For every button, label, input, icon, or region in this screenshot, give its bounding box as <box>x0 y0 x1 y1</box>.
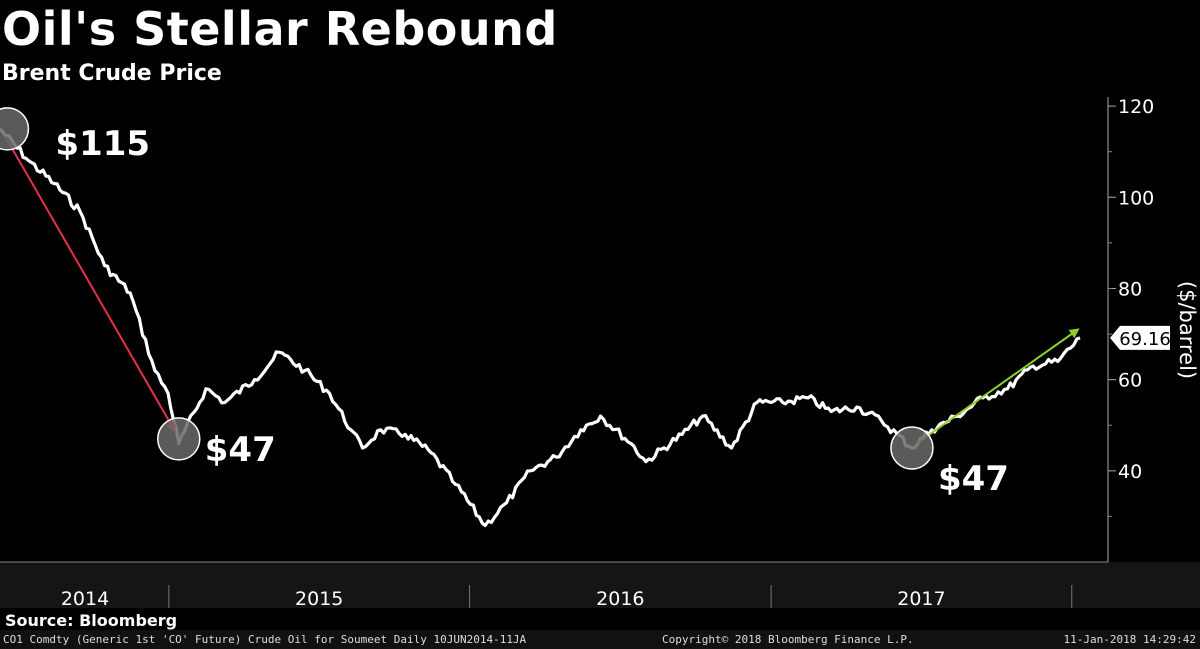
rebound-arrow <box>915 328 1080 445</box>
annotation-label: $47 <box>938 459 1009 499</box>
terminal-footer: CO1 Comdty (Generic 1st 'CO' Future) Cru… <box>0 630 1200 649</box>
decline-arrow <box>4 136 176 433</box>
chart-subtitle: Brent Crude Price <box>2 61 222 86</box>
y-tick-label: 120 <box>1118 96 1154 118</box>
y-tick-label: 40 <box>1118 461 1142 483</box>
y-tick-label: 80 <box>1118 278 1142 300</box>
y-tick-label: 100 <box>1118 187 1154 209</box>
annotation-marker <box>157 417 201 461</box>
source-note: Source: Bloomberg <box>5 611 178 630</box>
annotation-marker <box>0 107 30 151</box>
x-tick-label: 2017 <box>897 588 945 610</box>
footer-security-description: CO1 Comdty (Generic 1st 'CO' Future) Cru… <box>3 633 527 646</box>
footer-timestamp: 11-Jan-2018 14:29:42 <box>1063 633 1196 646</box>
annotation-marker <box>890 426 934 470</box>
price-chart: 40 60 80 100 120 2014 2015 2016 2017 $115 $47 $47… <box>0 96 1200 610</box>
chart-title: Oil's Stellar Rebound <box>2 2 558 56</box>
annotation-label: $115 <box>55 124 150 164</box>
annotation-label: $47 <box>205 430 276 470</box>
last-value-label: 69.16 <box>1119 329 1171 350</box>
footer-copyright: Copyright© 2018 Bloomberg Finance L.P. <box>662 633 914 646</box>
x-tick-label: 2014 <box>61 588 109 610</box>
x-axis-band <box>0 562 1200 608</box>
last-value-badge <box>1110 325 1170 350</box>
y-axis-label: ($/barrel) <box>1175 281 1199 379</box>
x-tick-label: 2016 <box>596 588 644 610</box>
x-tick-label: 2015 <box>295 588 343 610</box>
y-tick-label: 60 <box>1118 370 1142 392</box>
